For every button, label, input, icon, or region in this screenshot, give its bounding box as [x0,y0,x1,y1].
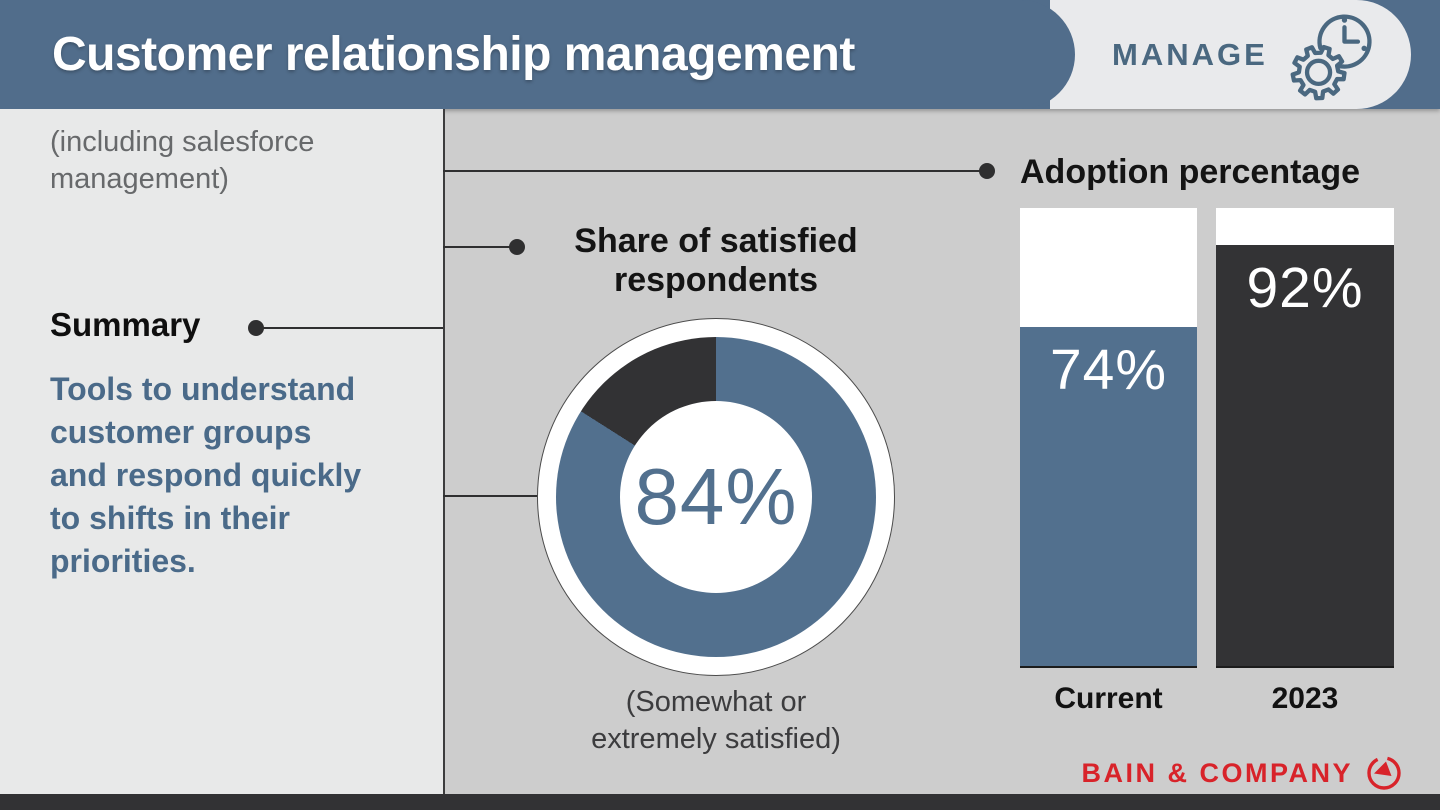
summary-line: and respond quickly [50,457,362,493]
connector-line-summary [260,327,443,329]
footer-brand: BAIN & COMPANY [0,752,1404,794]
page-title: Customer relationship management [52,28,855,81]
connector-dot-share [509,239,525,255]
bar-category-current: Current [1054,682,1163,715]
donut-title-line: respondents [613,261,819,299]
subtitle: (including salesforce management) [50,124,410,198]
donut-caption-line: extremely satisfied) [591,723,841,755]
donut-center-value: 84% [634,452,798,541]
connector-dot-adoption [979,163,995,179]
logo-circle [1367,756,1401,790]
logo-needle [1374,761,1392,776]
bar-category-2023: 2023 [1271,682,1339,715]
brand-name: BAIN & COMPANY [1081,757,1353,788]
vertical-divider [443,109,445,794]
manage-badge-label: MANAGE [1112,36,1268,72]
summary-heading: Summary [50,306,201,343]
summary-paragraph: Tools to understand customer groups and … [50,368,450,583]
bain-compass-logo [1367,756,1401,790]
subtitle-line: management) [50,163,229,195]
summary-line: priorities. [50,543,196,579]
bar-track-2023: 92% [1216,208,1394,668]
gear-clock-icon [1290,14,1372,100]
donut-caption-line: (Somewhat or [625,686,807,718]
clock-tick-12 [1341,16,1347,23]
left-panel [0,109,443,794]
summary-line: customer groups [50,414,312,450]
connector-line-adoption [443,170,980,172]
bar-track-current: 74% [1020,208,1197,668]
bar-value-current: 74% [1049,338,1168,403]
subtitle-line: (including salesforce [50,126,315,158]
summary-line: Tools to understand [50,371,356,407]
gear-hub [1304,58,1333,86]
bar-fill-2023: 92% [1216,244,1394,666]
title-pill: Customer relationship management [0,0,1075,109]
connector-line-share [443,246,510,248]
connector-dot-summary [248,320,264,336]
manage-badge: MANAGE [1050,0,1411,109]
donut-caption: (Somewhat or extremely satisfied) [536,684,896,758]
header-strip: MANAGE Customer relationship management [0,0,1440,109]
connector-line-donut [443,495,539,497]
donut-chart-title: Share of satisfied respondents [536,222,896,300]
donut-title-line: Share of satisfied [574,222,858,260]
bar-value-2023: 92% [1246,255,1364,320]
summary-line: to shifts in their [50,500,290,536]
donut-hole: 84% [620,401,812,593]
clock-tick-3 [1361,45,1367,51]
bar-chart-title: Adoption percentage [1020,153,1361,191]
bar-fill-current: 74% [1020,327,1197,666]
bottom-strip [0,794,1440,810]
